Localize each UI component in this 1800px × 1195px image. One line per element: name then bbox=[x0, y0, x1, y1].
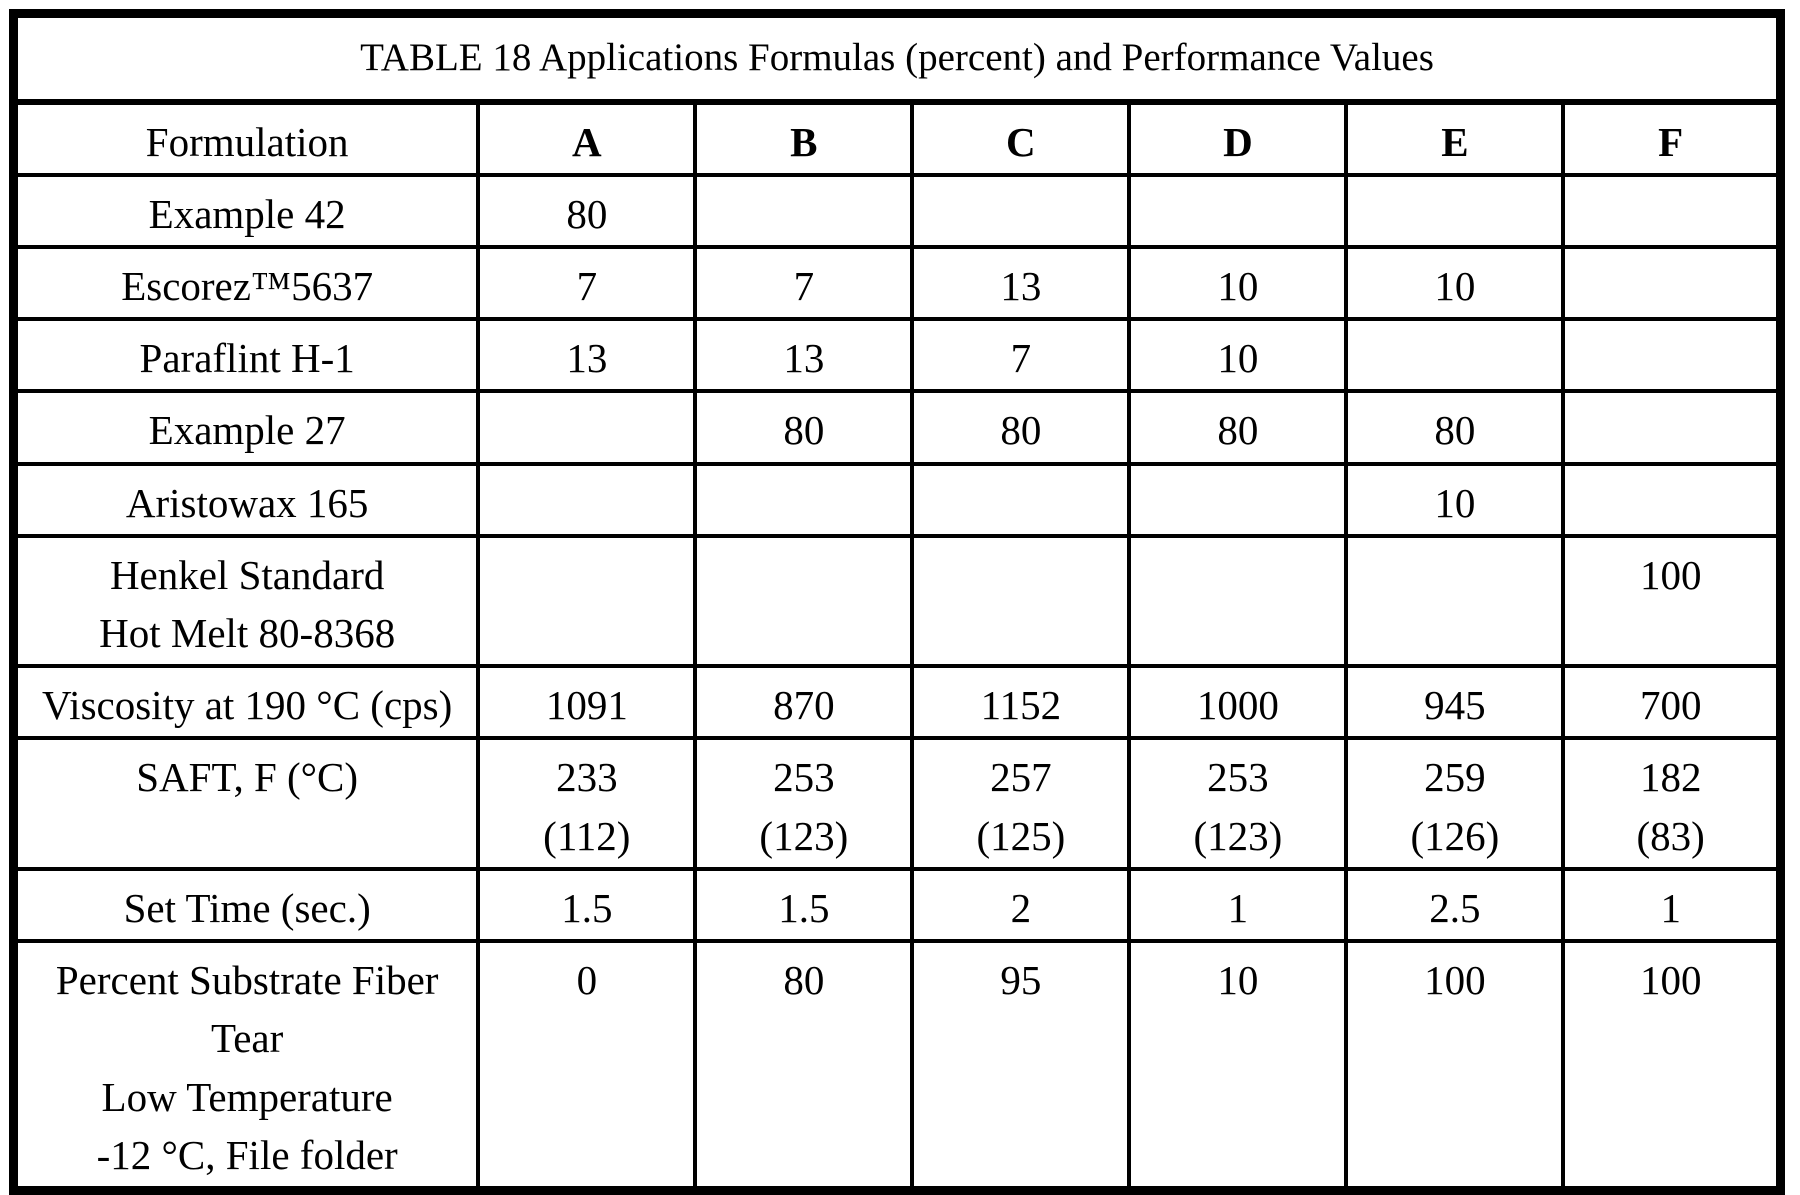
cell-value: 2 bbox=[910, 866, 1132, 944]
cell-value: 0 bbox=[476, 939, 698, 1193]
cell-value: 257 (125) bbox=[910, 736, 1132, 871]
cell-value: 1 bbox=[1127, 866, 1349, 944]
cell-value: 80 bbox=[1127, 389, 1349, 466]
cell-value: 700 bbox=[1561, 664, 1783, 741]
cell-value bbox=[693, 172, 915, 249]
cell-value: 13 bbox=[693, 317, 915, 394]
row-label: Example 27 bbox=[11, 389, 481, 466]
row-label: Percent Substrate Fiber Tear Low Tempera… bbox=[11, 939, 481, 1193]
scanned-document-page: TABLE 18 Applications Formulas (percent)… bbox=[9, 9, 1785, 1195]
cell-value: 13 bbox=[476, 317, 698, 394]
cell-value bbox=[1561, 461, 1783, 538]
cell-value: 95 bbox=[910, 939, 1132, 1193]
cell-value: 10 bbox=[1127, 317, 1349, 394]
column-header-a: A bbox=[476, 99, 698, 177]
cell-value: 1 bbox=[1561, 866, 1783, 944]
cell-value bbox=[476, 389, 698, 466]
cell-value: 80 bbox=[693, 389, 915, 466]
cell-value: 870 bbox=[693, 664, 915, 741]
cell-value bbox=[1561, 244, 1783, 322]
cell-value: 10 bbox=[1344, 461, 1566, 538]
cell-value bbox=[1344, 172, 1566, 249]
row-label: Aristowax 165 bbox=[11, 461, 481, 538]
table-title: TABLE 18 Applications Formulas (percent)… bbox=[11, 11, 1783, 105]
table-row: Viscosity at 190 °C (cps) 1091 870 1152 … bbox=[11, 664, 1783, 741]
cell-value bbox=[910, 461, 1132, 538]
column-header-b: B bbox=[693, 99, 915, 177]
table-row: Example 27 80 80 80 80 bbox=[11, 389, 1783, 466]
cell-value bbox=[1561, 317, 1783, 394]
cell-value bbox=[1127, 172, 1349, 249]
applications-performance-table: TABLE 18 Applications Formulas (percent)… bbox=[9, 9, 1785, 1195]
column-header-c: C bbox=[910, 99, 1132, 177]
table-row: Example 42 80 bbox=[11, 172, 1783, 249]
row-label: Henkel Standard Hot Melt 80-8368 bbox=[11, 533, 481, 669]
cell-value: 13 bbox=[910, 244, 1132, 322]
cell-value bbox=[910, 172, 1132, 249]
cell-value: 182 (83) bbox=[1561, 736, 1783, 871]
cell-value: 80 bbox=[693, 939, 915, 1193]
cell-value: 100 bbox=[1344, 939, 1566, 1193]
cell-value: 10 bbox=[1344, 244, 1566, 322]
cell-value bbox=[693, 533, 915, 669]
cell-value bbox=[1127, 533, 1349, 669]
column-header-e: E bbox=[1344, 99, 1566, 177]
table-row: Escorez™5637 7 7 13 10 10 bbox=[11, 244, 1783, 322]
cell-value: 10 bbox=[1127, 244, 1349, 322]
row-label: Escorez™5637 bbox=[11, 244, 481, 322]
cell-value: 2.5 bbox=[1344, 866, 1566, 944]
cell-value bbox=[1344, 317, 1566, 394]
table-row: Aristowax 165 10 bbox=[11, 461, 1783, 538]
table-row: Paraflint H-1 13 13 7 10 bbox=[11, 317, 1783, 394]
column-header-formulation: Formulation bbox=[11, 99, 481, 177]
row-label: SAFT, F (°C) bbox=[11, 736, 481, 871]
cell-value bbox=[1127, 461, 1349, 538]
table-row: Percent Substrate Fiber Tear Low Tempera… bbox=[11, 939, 1783, 1193]
cell-value: 10 bbox=[1127, 939, 1349, 1193]
cell-value: 945 bbox=[1344, 664, 1566, 741]
cell-value: 1.5 bbox=[476, 866, 698, 944]
column-header-f: F bbox=[1561, 99, 1783, 177]
cell-value bbox=[476, 461, 698, 538]
table-row: SAFT, F (°C) 233 (112) 253 (123) 257 (12… bbox=[11, 736, 1783, 871]
cell-value: 1152 bbox=[910, 664, 1132, 741]
cell-value bbox=[1344, 533, 1566, 669]
cell-value: 1000 bbox=[1127, 664, 1349, 741]
cell-value: 253 (123) bbox=[693, 736, 915, 871]
column-header-d: D bbox=[1127, 99, 1349, 177]
cell-value bbox=[910, 533, 1132, 669]
cell-value bbox=[1561, 172, 1783, 249]
cell-value bbox=[1561, 389, 1783, 466]
row-label: Set Time (sec.) bbox=[11, 866, 481, 944]
cell-value: 7 bbox=[693, 244, 915, 322]
table-title-row: TABLE 18 Applications Formulas (percent)… bbox=[11, 11, 1783, 105]
cell-value: 7 bbox=[476, 244, 698, 322]
cell-value: 100 bbox=[1561, 533, 1783, 669]
cell-value: 100 bbox=[1561, 939, 1783, 1193]
cell-value: 1091 bbox=[476, 664, 698, 741]
cell-value bbox=[693, 461, 915, 538]
row-label: Paraflint H-1 bbox=[11, 317, 481, 394]
cell-value: 233 (112) bbox=[476, 736, 698, 871]
cell-value bbox=[476, 533, 698, 669]
cell-value: 259 (126) bbox=[1344, 736, 1566, 871]
cell-value: 7 bbox=[910, 317, 1132, 394]
header-row: Formulation A B C D E F bbox=[11, 99, 1783, 177]
cell-value: 80 bbox=[476, 172, 698, 249]
row-label: Viscosity at 190 °C (cps) bbox=[11, 664, 481, 741]
row-label: Example 42 bbox=[11, 172, 481, 249]
table-row: Set Time (sec.) 1.5 1.5 2 1 2.5 1 bbox=[11, 866, 1783, 944]
cell-value: 80 bbox=[910, 389, 1132, 466]
cell-value: 1.5 bbox=[693, 866, 915, 944]
cell-value: 80 bbox=[1344, 389, 1566, 466]
cell-value: 253 (123) bbox=[1127, 736, 1349, 871]
table-row: Henkel Standard Hot Melt 80-8368 100 bbox=[11, 533, 1783, 669]
